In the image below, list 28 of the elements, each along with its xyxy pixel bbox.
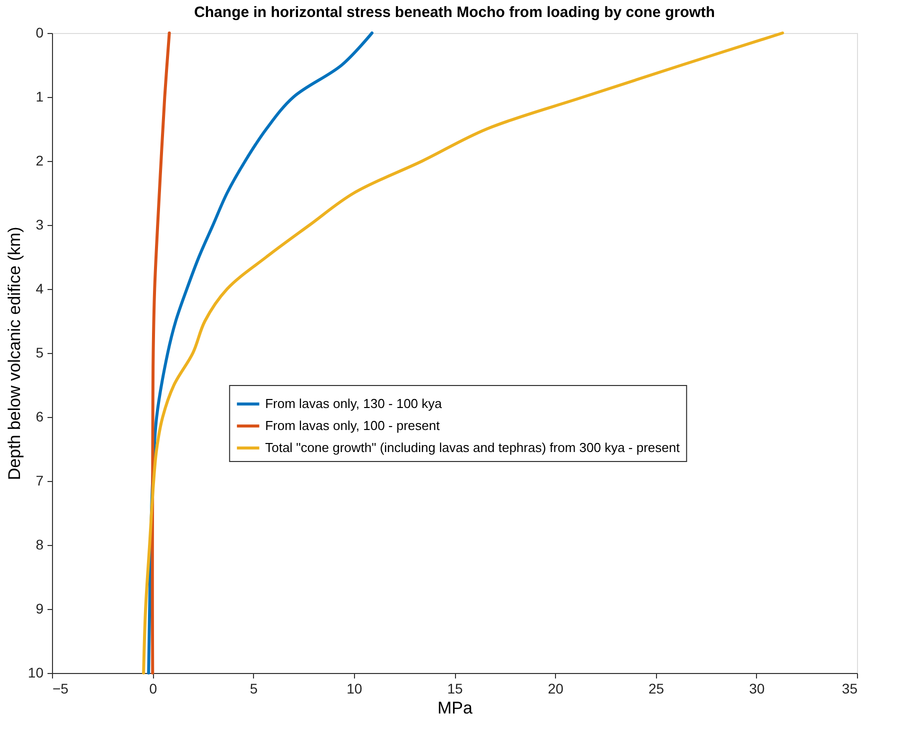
y-tick-label: 3 <box>36 216 44 232</box>
x-tick-label: 5 <box>250 680 258 696</box>
y-tick-label: 0 <box>36 24 44 40</box>
y-axis-title: Depth below volcanic edifice (km) <box>4 226 24 480</box>
line-series <box>150 32 171 674</box>
y-tick-label: 10 <box>28 664 44 680</box>
y-tick-label: 5 <box>36 344 44 360</box>
x-tick-label: 20 <box>548 680 564 696</box>
x-tick-label: 0 <box>149 680 158 696</box>
legend-label: Total "cone growth" (including lavas and tephras) from 300 kya - present <box>265 440 680 455</box>
x-tick-label: 30 <box>749 680 765 696</box>
y-tick-label: 9 <box>36 600 44 616</box>
chart-title: Change in horizontal stress beneath Mocho from loading by cone growth <box>194 4 715 21</box>
y-tick-label: 8 <box>36 536 44 552</box>
x-axis-title: MPa <box>438 698 474 718</box>
y-tick-label: 4 <box>36 280 44 296</box>
y-tick-label: 7 <box>36 472 44 488</box>
legend-label: From lavas only, 100 - present <box>265 418 440 433</box>
line-series <box>142 32 784 674</box>
legend-label: From lavas only, 130 - 100 kya <box>265 396 443 411</box>
x-tick-label: −5 <box>52 680 69 696</box>
y-tick-label: 6 <box>36 408 44 424</box>
y-tick-label: 1 <box>36 88 44 104</box>
x-tick-label: 25 <box>648 680 664 696</box>
x-tick-label: 15 <box>447 680 463 696</box>
y-tick-label: 2 <box>36 152 44 168</box>
x-tick-label: 10 <box>346 680 362 696</box>
x-tick-label: 35 <box>842 680 858 696</box>
